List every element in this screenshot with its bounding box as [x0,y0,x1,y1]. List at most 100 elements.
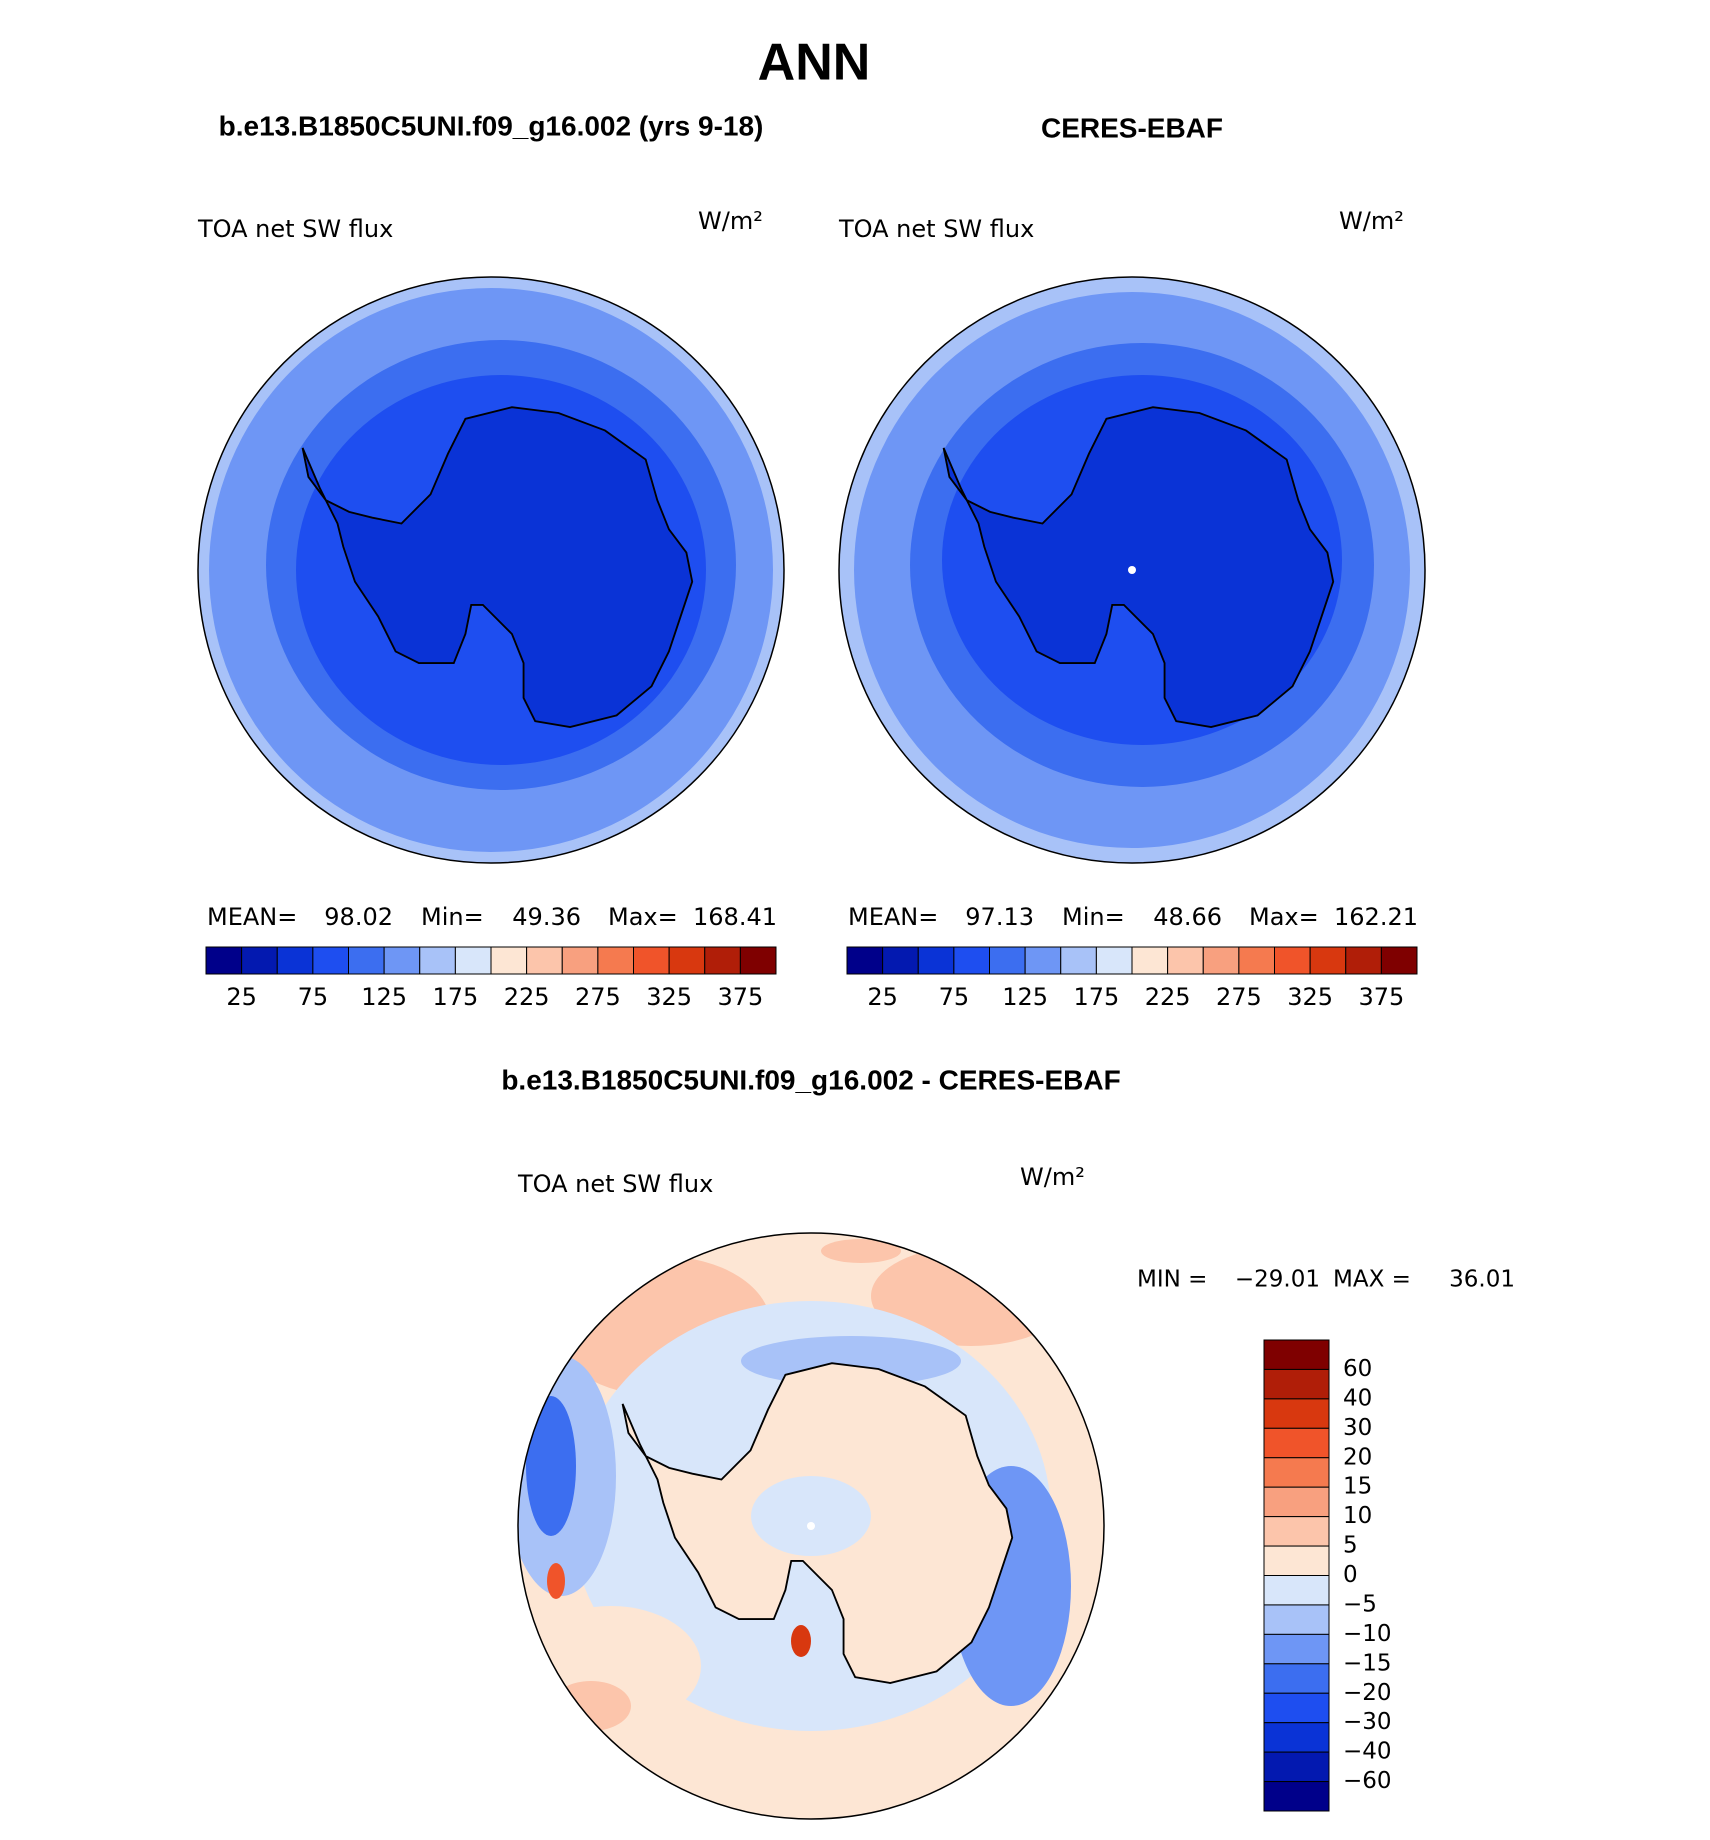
stat-label: MAX = [1333,1267,1411,1293]
colorbar-label: 75 [939,983,970,1011]
colorbar-label: 275 [1216,983,1262,1011]
colorbar-box [1095,946,1133,975]
colorbar-label: −5 [1343,1591,1377,1617]
units-label: W/m² [1020,1163,1085,1191]
colorbar-box [704,946,741,975]
stat-value: 162.21 [1334,903,1418,931]
colorbar-box [1263,1457,1330,1488]
stat-value: 36.01 [1449,1267,1515,1293]
stat-value: 98.02 [324,903,393,931]
stat-value: 49.36 [512,903,581,931]
colorbar-box [633,946,670,975]
colorbar-label: −30 [1343,1709,1392,1735]
colorbar-label: 225 [504,983,550,1011]
title: ANN [758,34,871,92]
colorbar-box [953,946,990,975]
colorbar-box [597,946,634,975]
colorbar-label: 125 [1002,983,1048,1011]
colorbar-box [1263,1751,1330,1783]
colorbar-box [419,946,456,975]
colorbar-box [1263,1692,1330,1724]
colorbar-label: 75 [298,983,329,1011]
colorbar-label: 175 [1073,983,1119,1011]
colorbar-box [526,946,563,975]
stat-value: 97.13 [965,903,1034,931]
units-label: W/m² [1339,207,1404,235]
colorbar-label: 15 [1343,1474,1372,1500]
colorbar-box [1263,1663,1330,1694]
colorbar-box [1263,1604,1330,1635]
stat-label: Max= [608,903,678,931]
colorbar-box [1167,946,1204,975]
colorbar-box [1263,1781,1330,1812]
stat-label: Min= [421,903,484,931]
colorbar-label: 30 [1343,1415,1372,1441]
stat-value: −29.01 [1235,1267,1320,1293]
colorbar-label: 375 [717,983,763,1011]
colorbar-label: 375 [1358,983,1404,1011]
colorbar-box [668,946,706,975]
panel-subtitle: b.e13.B1850C5UNI.f09_g16.002 - CERES-EBA… [501,1064,1120,1095]
colorbar-box [454,946,492,975]
colorbar-label: 275 [575,983,621,1011]
colorbar-box [882,946,919,975]
stat-label: MIN = [1137,1267,1207,1293]
colorbar-box [1263,1398,1330,1429]
colorbar-label: 0 [1343,1562,1358,1588]
colorbar-box [1380,946,1418,975]
colorbar-box [1345,946,1382,975]
colorbar-box [1263,1722,1330,1753]
colorbar-label: 5 [1343,1533,1358,1559]
colorbar-label: −60 [1343,1768,1392,1794]
colorbar-box [1263,1427,1330,1459]
colorbar-box [1263,1368,1330,1400]
field-label: TOA net SW flux [517,1170,713,1198]
colorbar-label: 225 [1145,983,1191,1011]
colorbar-box [989,946,1026,975]
stat-label: MEAN= [207,903,297,931]
colorbar-label: 25 [867,983,898,1011]
colorbar-box [1263,1633,1330,1665]
map [838,276,1426,864]
colorbar-label: 125 [361,983,407,1011]
field-label: TOA net SW flux [838,215,1034,243]
colorbar-box [917,946,955,975]
colorbar-box [276,946,314,975]
stat-label: Min= [1062,903,1125,931]
colorbar-box [1131,946,1169,975]
colorbar-label: 25 [226,983,257,1011]
map [197,276,785,864]
colorbar-label: 20 [1343,1444,1372,1470]
colorbar-box [490,946,528,975]
colorbar-box [1263,1545,1330,1576]
stat-label: MEAN= [848,903,938,931]
colorbar-box [1060,946,1097,975]
field-label: TOA net SW flux [197,215,393,243]
colorbar-box [1024,946,1062,975]
colorbar-label: −40 [1343,1739,1392,1765]
colorbar-box [1274,946,1311,975]
panel-subtitle: b.e13.B1850C5UNI.f09_g16.002 (yrs 9-18) [219,110,764,141]
stat-value: 168.41 [693,903,777,931]
colorbar-label: 40 [1343,1385,1372,1411]
stat-label: Max= [1249,903,1319,931]
colorbar-box [241,946,278,975]
colorbar-label: 175 [432,983,478,1011]
colorbar-box [312,946,349,975]
colorbar-box [561,946,599,975]
stat-value: 48.66 [1153,903,1222,931]
colorbar-label: 325 [1287,983,1333,1011]
colorbar-label: −15 [1343,1650,1392,1676]
colorbar-box [1202,946,1240,975]
colorbar-box [1263,1339,1330,1370]
colorbar-box [739,946,777,975]
colorbar-label: 10 [1343,1503,1372,1529]
map [517,1232,1105,1820]
colorbar-box [1263,1516,1330,1547]
colorbar-label: −20 [1343,1680,1392,1706]
units-label: W/m² [698,207,763,235]
colorbar-box [1263,1575,1330,1606]
colorbar-box [1238,946,1275,975]
colorbar-label: 325 [646,983,692,1011]
